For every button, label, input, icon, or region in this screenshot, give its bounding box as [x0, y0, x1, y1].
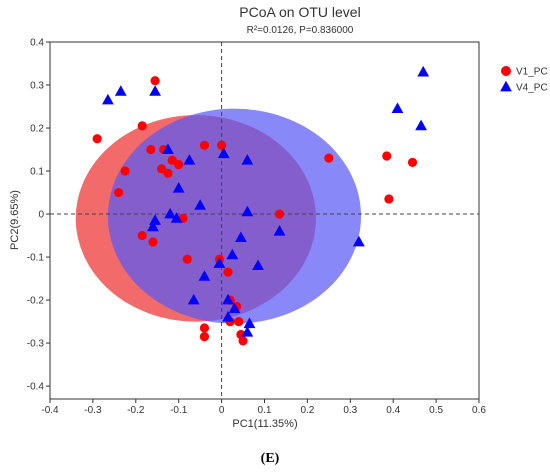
point-v4-pc [235, 231, 247, 243]
point-v4-pc [241, 154, 254, 165]
x-tick-label: 0.3 [343, 405, 357, 416]
point-v1-pc [199, 140, 210, 150]
chart-title: PCoA on OTU level [239, 4, 360, 20]
point-v1-pc [137, 121, 147, 131]
x-tick-label: -0.2 [127, 405, 145, 416]
point-v4-pc [164, 207, 177, 219]
point-v4-pc [415, 119, 427, 131]
point-v4-pc [170, 212, 183, 223]
y-tick-label: -0.4 [27, 382, 45, 393]
point-v4-pc [243, 317, 256, 329]
x-tick-label: 0.5 [429, 405, 443, 416]
point-v1-pc [384, 194, 394, 204]
x-tick-label: -0.3 [84, 405, 102, 416]
point-v1-pc [217, 140, 227, 150]
x-tick-label: 0.6 [472, 405, 486, 416]
point-v4-pc [241, 326, 254, 337]
point-v4-pc [102, 93, 114, 105]
legend-marker-v1-pc [501, 66, 511, 76]
point-v4-pc [241, 205, 254, 217]
y-tick-label: 0 [38, 210, 44, 221]
point-v1-pc [199, 323, 210, 333]
point-v4-pc [149, 85, 161, 96]
y-tick-label: 0.2 [30, 124, 44, 135]
legend-label-v1-pc: V1_PC [516, 67, 548, 78]
x-tick-label: -0.4 [41, 405, 59, 416]
point-v1-pc [407, 157, 418, 168]
point-v4-pc [114, 85, 127, 96]
x-tick-label: 0 [219, 405, 225, 416]
legend: V1_PC V4_PC [500, 66, 548, 94]
point-v1-pc [234, 316, 244, 327]
point-v4-pc [391, 102, 404, 114]
point-v1-pc [92, 134, 102, 144]
ellipse-layer [75, 108, 362, 324]
point-v1-pc [114, 187, 124, 198]
x-tick-label: 0.4 [386, 405, 400, 416]
y-axis-title: PC2(9.65%) [9, 190, 21, 250]
point-v4-pc [187, 293, 200, 305]
x-tick-label: -0.1 [170, 405, 188, 416]
point-v4-pc [194, 199, 207, 210]
panel-label: (E) [261, 451, 280, 466]
point-v4-pc [147, 220, 159, 232]
point-v1-pc [274, 209, 285, 219]
point-v4-pc [183, 154, 196, 165]
confidence-ellipse-v4-pc [107, 108, 362, 324]
y-tick-label: -0.1 [27, 253, 45, 264]
tick-layer: -0.4 -0.3 -0.2 -0.1 0 0.1 0.2 0.3 0.4 0.5 0.6 0.4 0.… [27, 38, 487, 417]
legend-marker-v4-pc [500, 80, 512, 92]
point-v1-pc [324, 153, 334, 163]
point-v4-pc [172, 182, 185, 193]
point-v1-pc [182, 254, 192, 264]
x-tick-label: 0.2 [300, 405, 314, 416]
point-v4-pc [252, 259, 264, 271]
chart-subtitle: R²=0.0126, P=0.836000 [247, 25, 354, 36]
point-v1-pc [238, 336, 248, 346]
y-tick-label: 0.1 [30, 167, 44, 178]
point-v1-pc [137, 230, 147, 241]
point-v4-pc [213, 257, 226, 268]
point-v1-pc [174, 159, 184, 170]
point-v1-pc [223, 267, 233, 277]
point-v1-pc [199, 332, 210, 342]
point-v4-pc [226, 248, 239, 260]
y-tick-label: 0.3 [30, 81, 44, 92]
x-axis-title: PC1(11.35%) [232, 418, 297, 430]
point-v4-pc [352, 235, 365, 247]
point-v4-pc [273, 225, 286, 236]
point-v1-pc [148, 237, 158, 247]
zero-lines [50, 42, 479, 399]
y-tick-label: -0.2 [27, 296, 45, 307]
point-v4-pc [198, 270, 211, 281]
point-v4-pc [222, 311, 234, 322]
point-v1-pc [382, 151, 392, 161]
point-v4-pc [417, 65, 430, 77]
y-tick-label: 0.4 [30, 38, 44, 49]
point-v1-pc [120, 166, 130, 176]
point-v1-pc [163, 168, 173, 178]
point-v4-pc [162, 143, 174, 154]
point-layer [92, 65, 430, 346]
point-v4-pc [222, 293, 234, 305]
point-v1-pc [146, 144, 156, 155]
point-v4-pc [228, 302, 241, 314]
y-tick-label: -0.3 [27, 339, 45, 350]
legend-label-v4-pc: V4_PC [516, 83, 548, 94]
point-v4-pc [217, 147, 230, 159]
point-v1-pc [150, 76, 160, 86]
x-tick-label: 0.1 [258, 405, 272, 416]
